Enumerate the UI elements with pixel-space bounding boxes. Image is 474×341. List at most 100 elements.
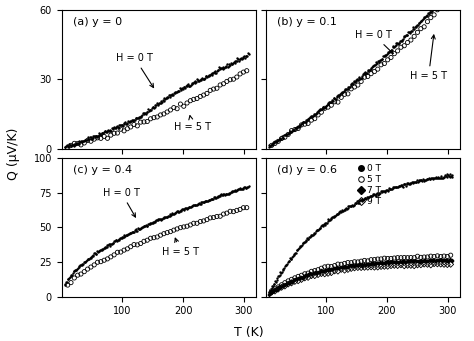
Point: [348, 202, 356, 208]
Point: [334, 262, 342, 267]
Point: [385, 49, 393, 55]
Point: [357, 263, 365, 268]
Point: [333, 93, 340, 99]
Point: [154, 217, 162, 223]
Point: [415, 21, 422, 26]
Text: (a) y = 0: (a) y = 0: [73, 17, 122, 27]
Point: [121, 233, 128, 238]
Point: [382, 52, 390, 57]
Point: [444, 173, 452, 178]
Point: [424, 258, 432, 264]
Point: [102, 244, 110, 250]
Point: [174, 88, 182, 94]
Point: [129, 117, 137, 123]
Point: [239, 186, 246, 191]
Point: [303, 273, 311, 278]
Point: [228, 189, 236, 194]
Point: [295, 246, 303, 251]
Point: [337, 210, 345, 215]
Point: [129, 229, 137, 235]
Point: [206, 72, 214, 77]
Point: [319, 223, 326, 228]
Point: [97, 136, 105, 141]
Point: [275, 273, 283, 278]
Point: [343, 206, 351, 211]
Point: [82, 137, 90, 143]
Point: [447, 262, 455, 267]
Point: [195, 78, 203, 84]
Point: [299, 119, 306, 125]
Point: [232, 188, 240, 194]
Point: [401, 34, 408, 39]
Point: [337, 265, 345, 270]
Point: [354, 262, 362, 268]
Point: [427, 253, 435, 259]
Point: [337, 94, 345, 100]
Point: [77, 271, 85, 277]
Point: [400, 34, 408, 39]
Point: [63, 144, 70, 149]
Point: [270, 288, 278, 294]
Point: [201, 76, 208, 82]
Point: [114, 237, 122, 243]
Point: [377, 57, 384, 63]
Point: [164, 213, 172, 219]
Point: [127, 124, 135, 130]
Point: [330, 265, 338, 271]
Point: [281, 283, 289, 289]
Point: [243, 185, 250, 190]
Point: [384, 187, 392, 193]
Point: [114, 250, 121, 255]
Point: [347, 82, 355, 88]
Point: [239, 55, 246, 60]
Point: [377, 256, 385, 262]
Point: [341, 88, 348, 93]
Point: [288, 256, 295, 261]
Point: [355, 200, 363, 206]
Point: [428, 9, 436, 14]
Point: [240, 69, 247, 75]
Point: [397, 39, 405, 44]
Point: [442, 173, 450, 178]
Point: [375, 261, 383, 266]
Point: [354, 82, 362, 88]
Point: [394, 263, 401, 268]
Point: [419, 258, 427, 264]
Point: [377, 62, 385, 68]
Point: [345, 84, 352, 89]
Point: [84, 256, 91, 261]
Point: [387, 259, 395, 264]
Point: [111, 125, 118, 130]
Point: [69, 142, 77, 148]
Point: [376, 260, 384, 265]
Point: [431, 258, 438, 264]
Point: [325, 217, 332, 222]
Point: [96, 131, 104, 136]
Point: [399, 258, 406, 264]
Point: [153, 218, 161, 223]
Point: [436, 0, 443, 6]
Point: [78, 262, 85, 267]
Point: [126, 230, 134, 236]
Point: [67, 273, 74, 278]
Point: [137, 241, 145, 246]
Point: [442, 257, 450, 263]
Point: [285, 279, 293, 285]
Point: [359, 262, 367, 268]
Point: [393, 41, 401, 46]
Point: [183, 83, 191, 88]
Point: [187, 83, 195, 88]
Point: [276, 136, 283, 142]
Point: [397, 262, 405, 268]
Point: [71, 143, 79, 148]
Point: [227, 189, 235, 195]
Point: [300, 240, 308, 245]
Point: [94, 249, 102, 255]
Point: [429, 258, 437, 264]
Point: [79, 139, 86, 144]
Point: [187, 205, 195, 210]
Point: [334, 92, 342, 98]
Point: [412, 23, 420, 29]
Point: [79, 262, 86, 267]
Point: [141, 224, 148, 229]
